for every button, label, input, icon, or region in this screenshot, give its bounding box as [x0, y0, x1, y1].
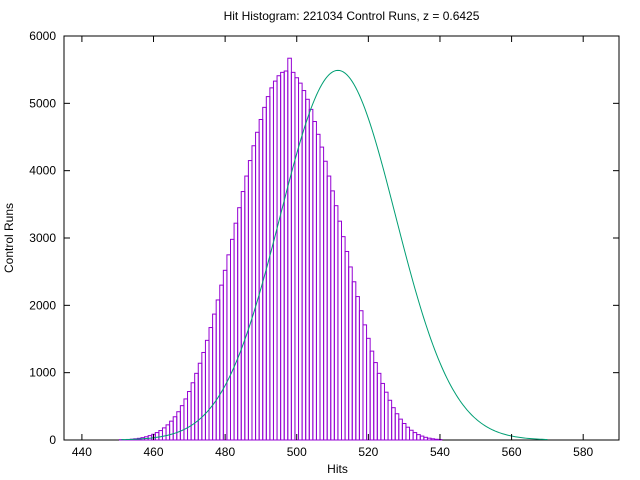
histogram-bar: [280, 71, 285, 441]
histogram-bar: [419, 435, 425, 441]
y-tick-label: 1000: [29, 366, 56, 380]
histogram-bar: [212, 313, 217, 441]
histogram-bar: [358, 310, 364, 441]
histogram-bar: [262, 106, 267, 441]
histogram-bar: [387, 399, 393, 441]
x-axis-label: Hits: [327, 462, 348, 476]
y-tick-label: 5000: [29, 96, 56, 110]
histogram-bar: [230, 238, 235, 441]
histogram-bar: [169, 420, 174, 441]
histogram-bar: [269, 87, 274, 441]
histogram-bar: [319, 146, 325, 441]
histogram-bar: [219, 284, 224, 441]
histogram-bar: [312, 121, 317, 441]
histogram-bar: [240, 191, 246, 441]
x-tick-label: 500: [287, 445, 307, 459]
chart-title: Hit Histogram: 221034 Control Runs, z = …: [224, 9, 480, 23]
histogram-bar: [276, 75, 282, 441]
histogram-bar: [323, 160, 328, 441]
histogram-bar: [330, 190, 335, 441]
axis-ticks: 440 460 480 500 520 540 560 580 0 1000 2000 3000 400…: [29, 29, 619, 459]
histogram-bar: [376, 372, 382, 441]
histogram-bar: [194, 372, 199, 441]
histogram-bar: [305, 98, 310, 441]
histogram-bar: [355, 296, 360, 441]
x-tick-label: 460: [144, 445, 164, 459]
histogram-bar: [226, 254, 231, 441]
histogram-bar: [366, 337, 371, 441]
histogram-bar: [161, 427, 167, 441]
histogram-bar: [233, 222, 239, 441]
histogram-bar: [344, 250, 350, 441]
histogram-bar: [409, 429, 414, 441]
histogram-bar: [294, 77, 300, 441]
histogram-bar: [326, 175, 332, 441]
histogram-bar: [204, 339, 210, 441]
histogram-bar: [337, 220, 343, 441]
histogram-bar: [255, 131, 260, 441]
histogram-bar: [348, 266, 353, 441]
histogram-bar: [394, 413, 400, 441]
y-tick-label: 0: [49, 433, 56, 447]
histogram-bar: [201, 351, 206, 441]
histogram-bar: [426, 437, 432, 441]
histogram-bar: [237, 207, 242, 441]
x-tick-label: 560: [502, 445, 522, 459]
y-tick-label: 3000: [29, 231, 56, 245]
histogram-bar: [176, 411, 181, 441]
histogram-bar: [244, 175, 249, 441]
histogram-bar: [165, 424, 171, 441]
histogram-bar: [301, 90, 307, 441]
histogram-bar: [290, 71, 296, 441]
histogram-bar: [412, 432, 418, 441]
y-tick-label: 2000: [29, 298, 56, 312]
histogram-bar: [423, 436, 428, 441]
histogram-bar: [416, 434, 421, 441]
histogram-bar: [251, 145, 257, 441]
x-tick-label: 580: [573, 445, 593, 459]
histogram-bar: [247, 160, 253, 441]
fit-curve: [121, 69, 548, 441]
y-tick-label: 4000: [29, 164, 56, 178]
histogram-bar: [283, 70, 289, 441]
histogram-bar: [341, 236, 346, 441]
histogram-bar: [373, 362, 378, 441]
histogram-bar: [383, 391, 389, 441]
histogram-bar: [187, 391, 192, 441]
histogram-bar: [183, 398, 189, 441]
histogram-bars: [119, 57, 443, 441]
histogram-bar: [401, 423, 407, 441]
histogram-bar: [158, 430, 163, 441]
histogram-bar: [405, 426, 411, 441]
histogram-bar: [369, 350, 375, 441]
histogram-bar: [351, 281, 357, 441]
histogram-bar: [154, 432, 160, 441]
histogram-bar: [215, 299, 221, 441]
histogram-bar: [434, 438, 439, 441]
histogram-bar: [190, 382, 196, 441]
histogram-bar: [208, 327, 214, 441]
x-tick-label: 440: [72, 445, 92, 459]
histogram-bar: [172, 416, 178, 441]
x-tick-label: 520: [358, 445, 378, 459]
histogram-bar: [333, 205, 339, 441]
histogram-bar: [272, 80, 278, 441]
histogram-bar: [398, 418, 403, 441]
histogram-bar: [362, 324, 368, 441]
histogram-bar: [197, 362, 203, 441]
histogram-bar: [391, 407, 396, 441]
histogram-bar: [179, 405, 185, 441]
histogram-bar: [287, 57, 292, 441]
x-tick-label: 480: [215, 445, 235, 459]
histogram-bar: [308, 108, 314, 441]
x-tick-label: 540: [430, 445, 450, 459]
y-axis-label: Control Runs: [2, 203, 16, 273]
y-tick-label: 6000: [29, 29, 56, 43]
histogram-bar: [222, 269, 228, 441]
histogram-bar: [315, 133, 321, 441]
histogram-bar: [430, 438, 436, 441]
histogram-bar: [380, 382, 385, 441]
histogram-bar: [258, 118, 264, 441]
